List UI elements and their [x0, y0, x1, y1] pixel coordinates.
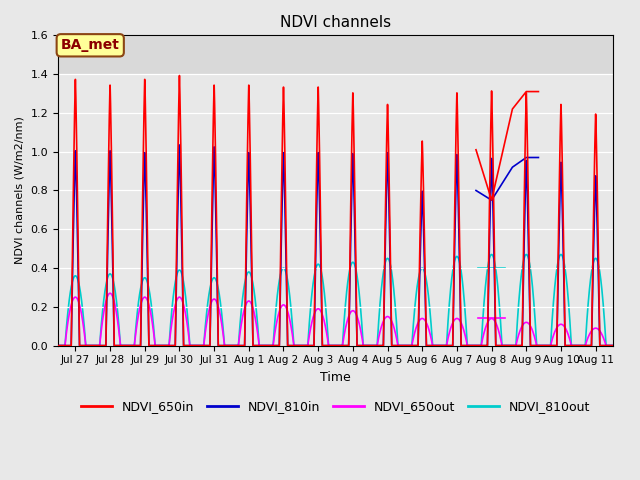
NDVI_650in [175, 81, 183, 87]
NDVI_650out [554, 324, 561, 330]
Line: NDVI_810in: NDVI_810in [58, 145, 613, 346]
NDVI_650out [381, 315, 389, 321]
NDVI_810in [175, 148, 183, 154]
Text: BA_met: BA_met [61, 38, 120, 52]
NDVI_810out [461, 314, 469, 320]
NDVI_810out [554, 264, 561, 270]
NDVI_810in [383, 184, 390, 190]
NDVI_650in [456, 297, 464, 303]
NDVI_810in [609, 343, 617, 348]
NDVI_650in [556, 173, 563, 179]
NDVI_650in [383, 144, 390, 150]
NDVI_650out [609, 343, 617, 348]
NDVI_810in [244, 193, 252, 199]
NDVI_810out [54, 343, 62, 348]
Y-axis label: NDVI channels (W/m2/nm): NDVI channels (W/m2/nm) [15, 117, 25, 264]
Bar [58, 36, 613, 74]
NDVI_650out [462, 335, 470, 341]
NDVI_650out [242, 302, 250, 308]
NDVI_650out [54, 343, 62, 348]
Line: NDVI_650in: NDVI_650in [58, 75, 613, 346]
NDVI_650in [175, 72, 183, 78]
NDVI_810out [609, 343, 617, 348]
NDVI_650in [609, 343, 617, 348]
Line: NDVI_650out: NDVI_650out [58, 293, 613, 346]
NDVI_650out [412, 328, 419, 334]
NDVI_810in [456, 308, 464, 314]
Title: NDVI channels: NDVI channels [280, 15, 391, 30]
NDVI_810out [381, 262, 388, 267]
NDVI_810in [556, 214, 563, 220]
Legend: NDVI_650in, NDVI_810in, NDVI_650out, NDVI_810out: NDVI_650in, NDVI_810in, NDVI_650out, NDV… [76, 396, 595, 418]
NDVI_810out [411, 303, 419, 309]
NDVI_810out [242, 276, 250, 282]
X-axis label: Time: Time [320, 371, 351, 384]
NDVI_810in [54, 343, 62, 348]
NDVI_650in [244, 141, 252, 146]
NDVI_810in [415, 284, 423, 289]
NDVI_650out [106, 290, 114, 296]
NDVI_810in [175, 142, 183, 148]
NDVI_650out [175, 294, 183, 300]
NDVI_810out [175, 267, 182, 273]
NDVI_650in [54, 343, 62, 348]
NDVI_810out [488, 252, 495, 257]
Line: NDVI_810out: NDVI_810out [58, 254, 613, 346]
NDVI_650in [415, 264, 423, 270]
